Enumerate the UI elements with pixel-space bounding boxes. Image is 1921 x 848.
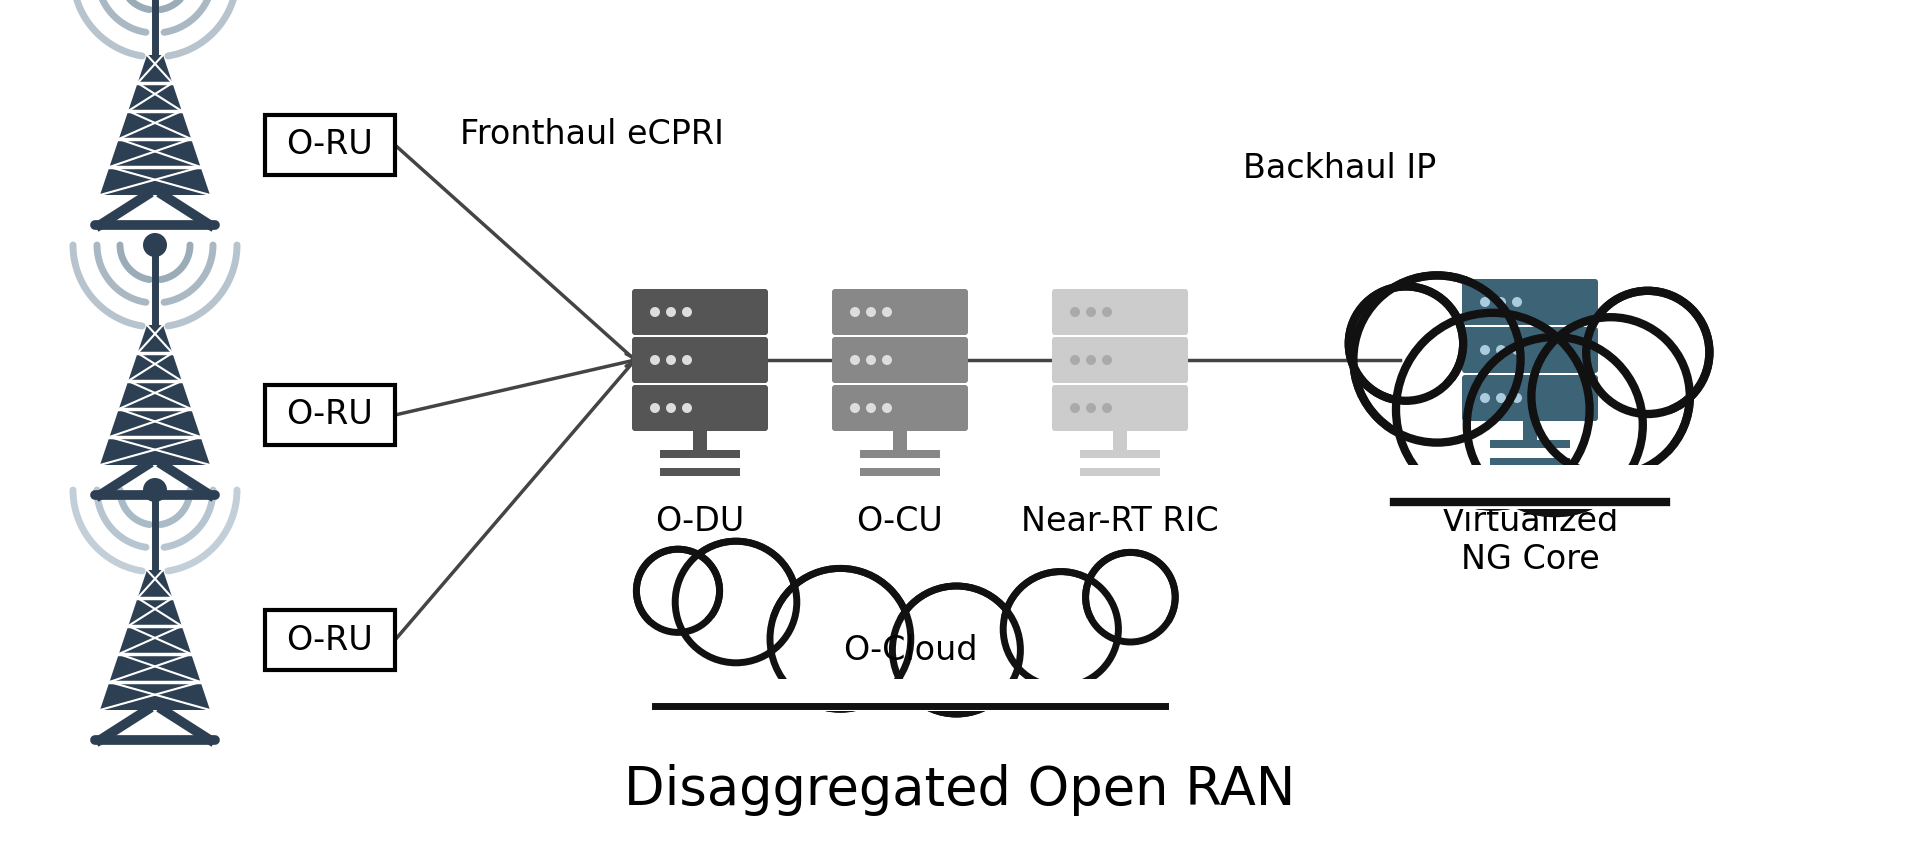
Circle shape (1003, 572, 1118, 687)
Circle shape (1085, 307, 1097, 317)
Circle shape (882, 307, 891, 317)
Circle shape (1103, 307, 1112, 317)
Circle shape (667, 355, 676, 365)
Polygon shape (100, 570, 209, 710)
FancyBboxPatch shape (632, 385, 768, 431)
Circle shape (1103, 403, 1112, 413)
Text: Disaggregated Open RAN: Disaggregated Open RAN (624, 764, 1295, 816)
FancyBboxPatch shape (632, 289, 768, 335)
Circle shape (142, 478, 167, 502)
Bar (861, 468, 939, 476)
Circle shape (1496, 297, 1506, 307)
FancyBboxPatch shape (832, 385, 968, 431)
Circle shape (1103, 355, 1112, 365)
Text: O-RU: O-RU (286, 623, 373, 656)
Text: O-RU: O-RU (286, 399, 373, 432)
Circle shape (1479, 297, 1491, 307)
Text: O-Cloud: O-Cloud (843, 633, 978, 667)
Circle shape (682, 307, 692, 317)
Circle shape (1531, 317, 1690, 476)
FancyBboxPatch shape (832, 289, 968, 335)
Circle shape (882, 355, 891, 365)
Bar (661, 468, 740, 476)
FancyBboxPatch shape (1053, 337, 1187, 383)
Bar (1080, 468, 1160, 476)
Bar (649, 618, 1172, 682)
Circle shape (849, 355, 861, 365)
Bar (693, 428, 707, 450)
Bar (1112, 428, 1128, 450)
Circle shape (1512, 297, 1521, 307)
Circle shape (649, 307, 661, 317)
Circle shape (682, 355, 692, 365)
Circle shape (1070, 403, 1080, 413)
Circle shape (1512, 393, 1521, 403)
Circle shape (1496, 393, 1506, 403)
FancyBboxPatch shape (1053, 289, 1187, 335)
Text: Virtualized
NG Core: Virtualized NG Core (1441, 505, 1619, 576)
Circle shape (636, 550, 720, 633)
FancyBboxPatch shape (1462, 279, 1598, 325)
Bar (861, 450, 939, 458)
Circle shape (849, 403, 861, 413)
Circle shape (1496, 345, 1506, 355)
Text: Backhaul IP: Backhaul IP (1243, 152, 1437, 185)
Circle shape (849, 307, 861, 317)
Circle shape (1512, 345, 1521, 355)
Circle shape (1085, 403, 1097, 413)
Circle shape (1397, 313, 1589, 506)
Circle shape (770, 568, 911, 709)
Text: O-RU: O-RU (286, 129, 373, 161)
Circle shape (1354, 276, 1521, 443)
Bar (893, 428, 907, 450)
FancyBboxPatch shape (1462, 327, 1598, 373)
Circle shape (1070, 307, 1080, 317)
Bar (1080, 450, 1160, 458)
Circle shape (1468, 337, 1642, 513)
Circle shape (667, 403, 676, 413)
Text: O-DU: O-DU (655, 505, 745, 538)
Bar (649, 618, 1172, 695)
Circle shape (882, 403, 891, 413)
Circle shape (1479, 393, 1491, 403)
Bar (1387, 465, 1673, 509)
Circle shape (1085, 355, 1097, 365)
Circle shape (649, 355, 661, 365)
Circle shape (1587, 291, 1710, 414)
Bar (1391, 381, 1669, 469)
Circle shape (674, 541, 797, 663)
FancyBboxPatch shape (1053, 385, 1187, 431)
Circle shape (1070, 355, 1080, 365)
Circle shape (866, 403, 876, 413)
Circle shape (1085, 552, 1176, 642)
Bar (1391, 381, 1669, 487)
Bar (644, 678, 1178, 711)
Circle shape (866, 355, 876, 365)
FancyBboxPatch shape (1462, 375, 1598, 421)
Polygon shape (100, 55, 209, 195)
Bar (265, 115, 396, 175)
Text: Near-RT RIC: Near-RT RIC (1022, 505, 1218, 538)
FancyBboxPatch shape (832, 337, 968, 383)
Circle shape (1479, 345, 1491, 355)
Bar (1491, 458, 1569, 466)
Circle shape (893, 586, 1020, 714)
Circle shape (649, 403, 661, 413)
Bar (661, 450, 740, 458)
Polygon shape (100, 325, 209, 465)
Bar (1491, 440, 1569, 448)
Text: Fronthaul eCPRI: Fronthaul eCPRI (459, 119, 724, 152)
Circle shape (682, 403, 692, 413)
Circle shape (866, 307, 876, 317)
Text: O-CU: O-CU (857, 505, 943, 538)
FancyBboxPatch shape (632, 337, 768, 383)
Circle shape (1349, 287, 1464, 401)
Bar (1523, 418, 1537, 440)
Circle shape (667, 307, 676, 317)
Bar (265, 385, 396, 445)
Bar (265, 610, 396, 670)
Circle shape (142, 233, 167, 257)
